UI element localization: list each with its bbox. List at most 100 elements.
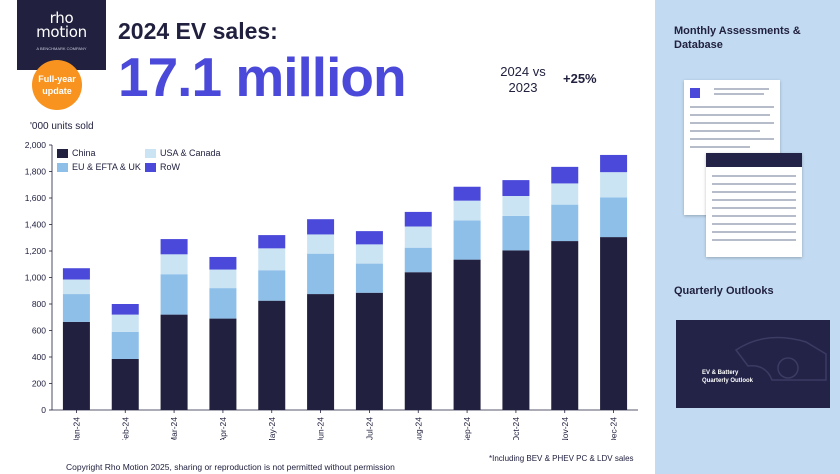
bar-segment-row-jun-24 xyxy=(307,219,335,235)
growth-value: +25% xyxy=(563,71,597,86)
bar-segment-row-mar-24 xyxy=(160,239,188,255)
bar-segment-eu-efta-uk-aug-24 xyxy=(404,247,432,273)
bar-segment-china-dec-24 xyxy=(600,237,628,410)
legend-item-eu: EU & EFTA & UK xyxy=(57,162,141,172)
bar-segment-china-jun-24 xyxy=(307,294,335,410)
database-row-line xyxy=(712,199,796,201)
bar-segment-eu-efta-uk-jul-24 xyxy=(355,263,383,293)
legend-swatch-china xyxy=(57,148,68,158)
legend-swatch-eu xyxy=(57,162,68,172)
legend-label-china: China xyxy=(72,148,96,158)
y-tick-label: 200 xyxy=(32,379,46,389)
database-row-line xyxy=(712,183,796,185)
bar-segment-eu-efta-uk-nov-24 xyxy=(551,204,579,242)
report-text-line xyxy=(690,146,750,148)
report-logo-mark xyxy=(690,88,700,98)
report-text-line xyxy=(690,114,770,116)
full-year-update-badge: Full-year update xyxy=(32,60,82,110)
database-row-line xyxy=(712,175,796,177)
bar-segment-usa-canada-aug-24 xyxy=(404,226,432,248)
x-tick-label: Feb-24 xyxy=(120,417,130,440)
outlook-cover-line2: Quarterly Outlook xyxy=(702,378,754,384)
y-tick-label: 1,400 xyxy=(25,220,47,230)
stacked-bar-chart: 0 200 400 600 800 1,000 1,200 1,400 1,600 1,800 2,… xyxy=(25,140,638,440)
bar-segment-china-sep-24 xyxy=(453,259,481,410)
database-row-line xyxy=(712,223,796,225)
bar-segment-usa-canada-sep-24 xyxy=(453,200,481,221)
legend-label-row: RoW xyxy=(160,162,180,172)
legend-item-row: RoW xyxy=(145,162,180,172)
bar-segment-eu-efta-uk-may-24 xyxy=(258,270,286,301)
comparison-label: 2024 vs 2023 xyxy=(488,64,558,96)
database-header-bar xyxy=(706,153,802,167)
x-tick-label: Jun-24 xyxy=(316,417,326,440)
bar-segment-usa-canada-nov-24 xyxy=(551,183,579,205)
y-tick-label: 2,000 xyxy=(25,140,47,150)
logo-line1: rho xyxy=(49,9,74,27)
legend-swatch-row xyxy=(145,162,156,172)
bar-segment-row-dec-24 xyxy=(600,154,628,173)
logo-text: rho motion xyxy=(17,9,106,41)
rho-motion-logo: rho motion A BENCHMARK COMPANY xyxy=(17,0,106,70)
x-tick-label: Dec-24 xyxy=(609,417,619,440)
chart-footnote: *Including BEV & PHEV PC & LDV sales xyxy=(489,454,634,463)
report-text-line xyxy=(690,130,760,132)
comparison-line1: 2024 vs xyxy=(500,64,546,79)
bar-segment-row-may-24 xyxy=(258,235,286,249)
legend-label-eu: EU & EFTA & UK xyxy=(72,162,141,172)
bar-segment-china-may-24 xyxy=(258,300,286,410)
bar-segment-china-jan-24 xyxy=(62,321,90,410)
bar-segment-usa-canada-jun-24 xyxy=(307,234,335,254)
database-row-line xyxy=(712,191,796,193)
database-row-line xyxy=(712,215,796,217)
x-tick-label: Oct-24 xyxy=(511,417,521,440)
x-tick-label: Jan-24 xyxy=(71,417,81,440)
badge-line1: Full-year xyxy=(38,74,76,84)
bar-segment-row-sep-24 xyxy=(453,186,481,201)
y-axis-units-label: '000 units sold xyxy=(30,121,94,132)
bar-segment-row-jul-24 xyxy=(355,231,383,245)
x-tick-label: Sep-24 xyxy=(462,417,472,440)
bar-segment-china-mar-24 xyxy=(160,314,188,410)
report-text-line xyxy=(690,138,774,140)
bar-segment-row-nov-24 xyxy=(551,166,579,184)
bar-segment-eu-efta-uk-jun-24 xyxy=(307,253,335,295)
bar-segment-china-nov-24 xyxy=(551,241,579,410)
page-title: 2024 EV sales: xyxy=(118,18,278,44)
copyright-notice: Copyright Rho Motion 2025, sharing or re… xyxy=(66,462,395,472)
legend-item-usa: USA & Canada xyxy=(145,148,221,158)
x-tick-label: Jul-24 xyxy=(364,417,374,440)
y-tick-label: 400 xyxy=(32,352,46,362)
bar-segment-eu-efta-uk-oct-24 xyxy=(502,215,530,251)
bar-segment-usa-canada-apr-24 xyxy=(209,269,237,289)
database-thumbnail[interactable] xyxy=(706,153,802,257)
bar-segment-row-jan-24 xyxy=(62,268,90,280)
bar-segment-china-jul-24 xyxy=(355,292,383,410)
y-tick-label: 1,600 xyxy=(25,193,47,203)
bar-segment-row-apr-24 xyxy=(209,256,237,270)
bar-segment-eu-efta-uk-jan-24 xyxy=(62,294,90,322)
bar-segment-usa-canada-mar-24 xyxy=(160,254,188,275)
bar-segment-usa-canada-oct-24 xyxy=(502,196,530,216)
x-tick-label: May-24 xyxy=(267,417,277,440)
y-tick-label: 0 xyxy=(41,405,46,415)
logo-line2: motion xyxy=(36,23,87,41)
bar-segment-china-feb-24 xyxy=(111,358,139,410)
bar-segment-eu-efta-uk-feb-24 xyxy=(111,331,139,359)
bar-segment-usa-canada-jan-24 xyxy=(62,279,90,295)
comparison-line2: 2023 xyxy=(508,80,538,95)
bar-segment-usa-canada-feb-24 xyxy=(111,314,139,332)
database-row-line xyxy=(712,239,796,241)
cover-car-outline xyxy=(734,336,827,381)
y-tick-label: 800 xyxy=(32,299,46,309)
bar-segment-row-oct-24 xyxy=(502,180,530,197)
outlook-cover-line1: EV & Battery xyxy=(702,370,739,376)
monthly-assessments-title: Monthly Assessments & Database xyxy=(674,25,801,51)
bar-segment-china-aug-24 xyxy=(404,272,432,410)
y-tick-label: 1,800 xyxy=(25,167,47,177)
y-tick-label: 1,000 xyxy=(25,273,47,283)
bar-segment-china-oct-24 xyxy=(502,250,530,410)
quarterly-outlook-cover[interactable]: EV & Battery Quarterly Outlook xyxy=(676,320,830,408)
headline-number: 17.1 million xyxy=(118,46,407,108)
report-heading-line xyxy=(714,88,769,90)
